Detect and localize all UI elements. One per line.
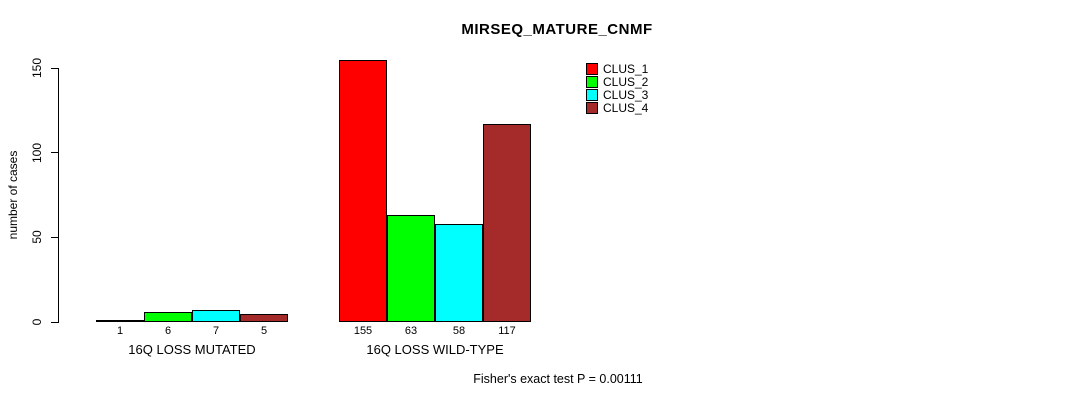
bar-value-label: 58 <box>452 325 466 337</box>
bar-clus_1-group2 <box>339 60 387 322</box>
bar-clus_2-group1 <box>144 312 192 322</box>
y-tick-label: 0 <box>30 318 44 326</box>
legend: CLUS_1 CLUS_2 CLUS_3 CLUS_4 <box>586 61 649 115</box>
bar-value-label: 7 <box>212 325 220 337</box>
chart-title: MIRSEQ_MATURE_CNMF <box>461 21 653 38</box>
legend-label: CLUS_3 <box>603 87 649 102</box>
y-tick-label: 100 <box>30 142 44 163</box>
x-category-label: 16Q LOSS MUTATED <box>128 342 256 357</box>
legend-item-clus_2: CLUS_2 <box>586 74 649 89</box>
bar-clus_1-group1 <box>96 320 144 322</box>
bar-clus_3-group1 <box>192 310 240 322</box>
bar-value-label: 1 <box>116 325 124 337</box>
bar-value-label: 63 <box>404 325 418 337</box>
y-tick-mark <box>51 321 58 323</box>
y-tick-mark <box>51 236 58 238</box>
x-category-label: 16Q LOSS WILD-TYPE <box>366 342 504 357</box>
y-tick-mark <box>51 67 58 69</box>
bar-clus_4-group2 <box>483 124 531 322</box>
legend-swatch-icon <box>586 75 598 88</box>
legend-item-clus_1: CLUS_1 <box>586 61 649 76</box>
bar-value-label: 155 <box>353 325 373 337</box>
legend-label: CLUS_1 <box>603 61 649 76</box>
bar-clus_3-group2 <box>435 224 483 322</box>
y-axis-line <box>58 68 59 323</box>
legend-item-clus_3: CLUS_3 <box>586 87 649 102</box>
legend-item-clus_4: CLUS_4 <box>586 100 649 115</box>
bar-clus_2-group2 <box>387 215 435 322</box>
bar-value-label: 5 <box>260 325 268 337</box>
bar-value-label: 117 <box>498 325 516 337</box>
y-tick-mark <box>51 152 58 154</box>
fishers-test-annotation: Fisher's exact test P = 0.00111 <box>473 372 643 386</box>
y-tick-label: 150 <box>30 57 44 79</box>
legend-label: CLUS_2 <box>603 74 649 89</box>
bar-value-label: 6 <box>164 325 172 337</box>
legend-label: CLUS_4 <box>603 100 649 115</box>
y-axis-label: number of cases <box>6 150 20 240</box>
bar-clus_4-group1 <box>240 314 288 322</box>
legend-swatch-icon <box>586 101 598 114</box>
y-tick-label: 50 <box>30 230 44 245</box>
legend-swatch-icon <box>586 88 598 101</box>
legend-swatch-icon <box>586 62 598 75</box>
